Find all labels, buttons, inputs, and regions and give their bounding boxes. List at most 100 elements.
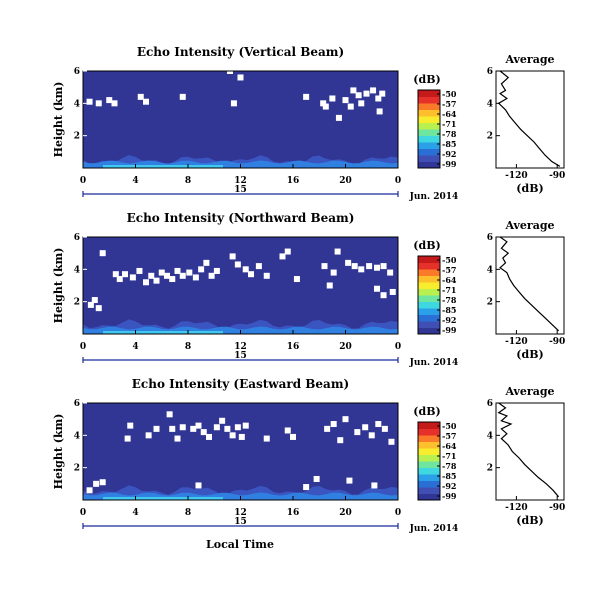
data-gap xyxy=(195,422,202,429)
heatmap-background xyxy=(83,71,398,168)
colorbar-segment xyxy=(418,321,440,328)
data-gap xyxy=(380,292,387,299)
data-gap xyxy=(371,482,378,489)
colorbar-tick-label: -64 xyxy=(442,275,457,285)
data-gap xyxy=(322,103,329,110)
x-tick-label: 20 xyxy=(339,342,352,352)
data-gap xyxy=(313,475,320,482)
data-gap xyxy=(174,435,181,442)
surface-echo-peak xyxy=(103,165,223,168)
data-gap xyxy=(124,435,131,442)
colorbar-tick-label: -85 xyxy=(442,305,456,315)
x-tick-label: 4 xyxy=(132,508,138,518)
data-gap xyxy=(350,87,357,94)
x-tick-label: 8 xyxy=(185,342,191,352)
data-gap xyxy=(99,479,106,486)
heatmap-background xyxy=(83,403,398,500)
avg-y-tick-label: 2 xyxy=(487,464,493,474)
colorbar-tick-label: -78 xyxy=(442,295,457,305)
colorbar-segment xyxy=(418,256,440,263)
data-gap xyxy=(229,253,236,260)
colorbar-tick-label: -99 xyxy=(442,159,457,169)
colorbar-tick-label: -71 xyxy=(442,119,456,129)
colorbar-segment xyxy=(418,308,440,315)
data-gap xyxy=(324,425,331,432)
avg-y-tick-label: 4 xyxy=(487,431,493,441)
colorbar-segment xyxy=(418,116,440,123)
avg-y-tick-label: 4 xyxy=(487,265,493,275)
colorbar-segment xyxy=(418,301,440,309)
x-tick-label: 0 xyxy=(395,176,401,186)
data-gap xyxy=(329,95,336,102)
date-label: Jun. 2014 xyxy=(409,358,459,368)
data-gap xyxy=(206,433,212,440)
data-gap xyxy=(198,266,205,273)
colorbar-tick-label: -71 xyxy=(442,285,456,295)
data-gap xyxy=(143,98,149,105)
panel-1: Echo Intensity (Vertical Beam) 6 4 2 Height … xyxy=(52,45,565,202)
data-gap xyxy=(153,277,160,284)
data-gap xyxy=(122,271,128,278)
average-profile-line xyxy=(497,402,560,498)
colorbar-segment xyxy=(418,269,440,276)
data-gap xyxy=(376,108,383,115)
data-gap xyxy=(95,305,102,312)
y-tick-label: 2 xyxy=(74,464,80,474)
data-gap xyxy=(86,98,93,105)
y-tick-label: 4 xyxy=(74,431,80,441)
average-profile-line xyxy=(499,236,560,332)
colorbar-tick-label: -92 xyxy=(442,315,456,325)
x-tick-label: 16 xyxy=(287,342,300,352)
colorbar-segment xyxy=(418,493,440,501)
data-gap xyxy=(330,421,337,428)
chart-title: Echo Intensity (Northward Beam) xyxy=(127,211,355,225)
average-frame xyxy=(495,70,565,169)
data-gap xyxy=(375,95,382,102)
data-gap xyxy=(127,422,134,429)
data-gap xyxy=(195,482,202,489)
y-axis-label: Height (km) xyxy=(52,414,65,490)
data-gap xyxy=(179,424,186,431)
avg-y-tick-label: 6 xyxy=(487,399,493,409)
data-gap xyxy=(186,269,193,276)
x-axis-label: Local Time xyxy=(206,538,274,551)
average-xlabel: (dB) xyxy=(516,514,543,527)
data-gap xyxy=(242,266,249,273)
x-tick-label: 0 xyxy=(80,176,86,186)
data-gap xyxy=(238,433,245,440)
data-gap xyxy=(137,93,144,100)
data-gap xyxy=(234,261,241,268)
data-gap xyxy=(179,272,186,279)
data-gap xyxy=(95,100,102,107)
surface-echo-peak xyxy=(103,331,223,334)
x-tick-label: 20 xyxy=(339,176,352,186)
colorbar-unit: (dB) xyxy=(413,239,440,252)
avg-x-tick-label: -90 xyxy=(549,171,565,181)
average-frame xyxy=(495,402,565,501)
data-gap xyxy=(143,279,149,286)
data-gap xyxy=(290,433,296,440)
avg-x-tick-label: -120 xyxy=(505,503,528,513)
avg-y-tick-label: 6 xyxy=(487,233,493,243)
average-panel: Average 6 4 2 -120 -90 (dB) xyxy=(487,219,566,361)
data-gap xyxy=(303,93,310,100)
data-gap xyxy=(375,421,382,428)
data-gap xyxy=(388,438,395,445)
x-tick-label: 16 xyxy=(287,176,300,186)
data-gap xyxy=(374,285,380,292)
data-gap xyxy=(362,424,369,431)
avg-x-tick-label: -120 xyxy=(505,337,528,347)
data-gap xyxy=(284,427,291,434)
colorbar-segment xyxy=(418,262,440,270)
colorbar-segment xyxy=(418,327,440,335)
x-tick-label: 16 xyxy=(287,508,300,518)
data-gap xyxy=(190,425,197,432)
data-gap xyxy=(279,253,286,260)
y-tick-label: 6 xyxy=(74,399,80,409)
colorbar-segment xyxy=(418,148,440,156)
chart-title: Echo Intensity (Eastward Beam) xyxy=(132,377,349,391)
y-axis-label: Height (km) xyxy=(52,82,65,158)
data-gap xyxy=(234,424,241,431)
data-gap xyxy=(381,425,388,432)
